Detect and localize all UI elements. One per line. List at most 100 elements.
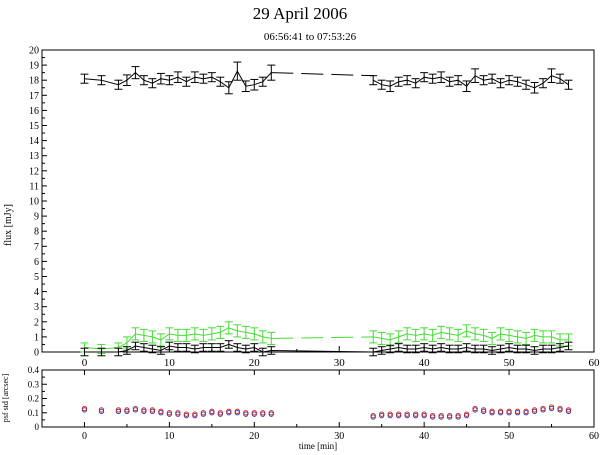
psf-x-tick-label: 10	[164, 431, 174, 442]
flux-y-tick-label: 12	[29, 166, 39, 177]
psf-point-red	[506, 408, 512, 414]
psf-point-red	[480, 407, 487, 413]
psf-point-red	[200, 410, 207, 416]
psf-point-red	[226, 408, 232, 414]
flux-x-tick-label: 20	[249, 357, 261, 369]
psf-point-red	[438, 412, 444, 419]
psf-x-tick-label: 40	[419, 431, 429, 442]
psf-point-red	[472, 405, 478, 412]
flux-y-tick-label: 20	[29, 46, 39, 57]
psf-point-red	[455, 412, 461, 419]
psf-y-tick-label: 0.2	[28, 394, 39, 404]
flux-series-line	[372, 75, 569, 89]
psf-point-red	[463, 411, 470, 417]
psf-point-red	[209, 408, 215, 414]
psf-point-red	[557, 405, 563, 412]
flux-y-tick-label: 11	[29, 181, 39, 192]
psf-point-red	[183, 411, 190, 417]
psf-point-red	[234, 408, 240, 414]
psf-point-red	[192, 411, 198, 417]
psf-y-tick-label: 0.1	[28, 408, 39, 418]
psf-point-red	[268, 410, 274, 416]
flux-y-tick-label: 7	[34, 242, 39, 253]
psf-point-red	[217, 410, 223, 416]
flux-series-line	[373, 330, 569, 341]
psf-point-red	[251, 410, 257, 416]
psf-point-red	[429, 412, 436, 419]
flux-y-tick-label: 6	[34, 257, 39, 268]
psf-point-red	[421, 411, 427, 417]
flux-gap-dashed-line	[271, 72, 374, 77]
psf-point-red	[540, 405, 546, 412]
psf-y-tick-label: 0.3	[28, 379, 40, 389]
flux-y-tick-label: 9	[34, 212, 39, 223]
flux-x-tick-label: 60	[589, 357, 600, 369]
flux-series-1	[80, 321, 573, 355]
psf-point-red	[115, 407, 122, 413]
flux-y-tick-label: 15	[29, 121, 39, 132]
psf-point-red	[81, 405, 88, 412]
psf-x-tick-label: 20	[249, 431, 259, 442]
flux-y-tick-label: 0	[34, 348, 39, 359]
flux-y-tick-label: 2	[34, 317, 39, 328]
psf-point-red	[413, 411, 419, 417]
flux-x-tick-label: 0	[82, 357, 88, 369]
flux-y-tick-label: 4	[34, 287, 39, 298]
psf-point-red	[531, 407, 538, 413]
flux-x-tick-label: 30	[334, 357, 346, 369]
psf-point-red	[175, 410, 181, 416]
flux-y-tick-label: 10	[29, 197, 39, 208]
psf-plot-frame	[41, 369, 595, 428]
chart-title: 29 April 2006	[253, 4, 347, 23]
psf-point-red	[243, 410, 249, 416]
psf-point-red	[396, 411, 402, 417]
psf-y-tick-label: 0.4	[28, 365, 40, 375]
psf-point-red	[565, 407, 572, 413]
psf-x-tick-label: 60	[589, 431, 599, 442]
psf-point-red	[98, 407, 105, 413]
flux-y-tick-label: 17	[29, 91, 39, 102]
psf-x-axis-label: time [min]	[299, 441, 337, 451]
flux-series-0	[80, 61, 573, 95]
flux-gap-dashed-line	[271, 336, 374, 339]
psf-x-axis: 0 10 20 30 40 50 60	[41, 370, 599, 442]
psf-point-red	[489, 408, 495, 414]
flux-y-tick-label: 16	[29, 106, 39, 117]
flux-x-tick-label: 10	[164, 357, 176, 369]
psf-y-axis: 0 0.1 0.2 0.3 0.4	[28, 365, 47, 432]
psf-point-red	[141, 407, 147, 413]
flux-x-tick-label: 40	[419, 357, 431, 369]
flux-y-tick-label: 3	[34, 302, 39, 313]
psf-x-tick-label: 30	[334, 431, 344, 442]
flux-y-tick-label: 1	[34, 332, 39, 343]
psf-point-red	[166, 410, 173, 416]
flux-y-tick-label: 14	[29, 136, 39, 147]
flux-y-tick-label: 13	[29, 151, 39, 162]
flux-series-group	[80, 61, 573, 357]
psf-point-red	[132, 405, 139, 412]
psf-point-red	[149, 407, 156, 413]
flux-y-axis-label: flux [mJy]	[3, 204, 14, 246]
psf-point-red	[548, 404, 555, 410]
psf-point-red	[404, 411, 410, 417]
psf-point-red	[523, 408, 529, 414]
psf-x-tick-label: 50	[504, 431, 514, 442]
psf-point-red	[514, 408, 521, 414]
psf-x-tick-label: 0	[82, 431, 87, 442]
flux-y-tick-label: 5	[34, 272, 39, 283]
psf-point-red	[497, 408, 504, 414]
psf-y-axis-label: psf std [arcsec]	[1, 373, 10, 422]
psf-points-group	[81, 404, 572, 420]
flux-x-tick-label: 50	[504, 357, 516, 369]
flux-y-tick-label: 19	[29, 61, 39, 72]
chart-subtitle: 06:56:41 to 07:53:26	[264, 31, 357, 43]
psf-point-red	[387, 411, 393, 417]
flux-y-tick-label: 18	[29, 76, 39, 87]
flux-series-2	[80, 340, 573, 357]
psf-point-red	[446, 412, 453, 419]
flux-y-tick-label: 8	[34, 227, 39, 238]
flux-plot-frame	[41, 49, 595, 353]
psf-point-red	[124, 407, 130, 413]
